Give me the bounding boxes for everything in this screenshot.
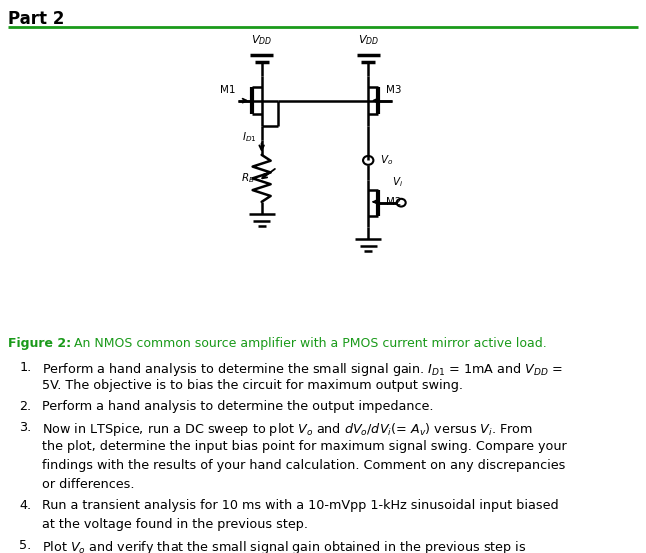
Text: the plot, determine the input bias point for maximum signal swing. Compare your: the plot, determine the input bias point… (42, 440, 567, 453)
Text: $\it{I}_{D1}$: $\it{I}_{D1}$ (242, 131, 256, 144)
Text: findings with the results of your hand calculation. Comment on any discrepancies: findings with the results of your hand c… (42, 459, 565, 472)
Text: Perform a hand analysis to determine the small signal gain. $I_{D1}$ = 1mA and $: Perform a hand analysis to determine the… (42, 361, 563, 378)
Text: or differences.: or differences. (42, 478, 134, 491)
Text: Figure 2:: Figure 2: (8, 337, 72, 351)
Text: $\it{V}$$_{\it{DD}}$: $\it{V}$$_{\it{DD}}$ (358, 33, 379, 47)
Text: 2.: 2. (19, 400, 32, 414)
Text: Now in LTSpice, run a DC sweep to plot $V_o$ and $dV_o/dV_i$(= $A_v$) versus $V_: Now in LTSpice, run a DC sweep to plot $… (42, 421, 533, 439)
Text: 3.: 3. (19, 421, 32, 435)
Text: 5.: 5. (19, 539, 32, 552)
Text: M2: M2 (386, 197, 402, 207)
Text: Run a transient analysis for 10 ms with a 10-mVpp 1-kHz sinusoidal input biased: Run a transient analysis for 10 ms with … (42, 499, 559, 512)
Text: M3: M3 (386, 85, 402, 95)
Text: 4.: 4. (19, 499, 32, 512)
Text: at the voltage found in the previous step.: at the voltage found in the previous ste… (42, 518, 308, 531)
Text: Part 2: Part 2 (8, 10, 65, 28)
Text: $\it{V}$$_{\it{DD}}$: $\it{V}$$_{\it{DD}}$ (251, 33, 272, 47)
Text: Perform a hand analysis to determine the output impedance.: Perform a hand analysis to determine the… (42, 400, 433, 414)
Text: $\it{V}_i$: $\it{V}_i$ (392, 175, 404, 189)
Text: 5V. The objective is to bias the circuit for maximum output swing.: 5V. The objective is to bias the circuit… (42, 379, 463, 393)
Text: An NMOS common source amplifier with a PMOS current mirror active load.: An NMOS common source amplifier with a P… (70, 337, 547, 351)
Text: Plot $V_o$ and verify that the small signal gain obtained in the previous step i: Plot $V_o$ and verify that the small sig… (42, 539, 526, 553)
Text: $\it{V}_o$: $\it{V}_o$ (380, 154, 393, 167)
Text: $\it{R}_B$: $\it{R}_B$ (242, 171, 255, 185)
Text: 1.: 1. (19, 361, 32, 374)
Text: M1: M1 (220, 85, 235, 95)
